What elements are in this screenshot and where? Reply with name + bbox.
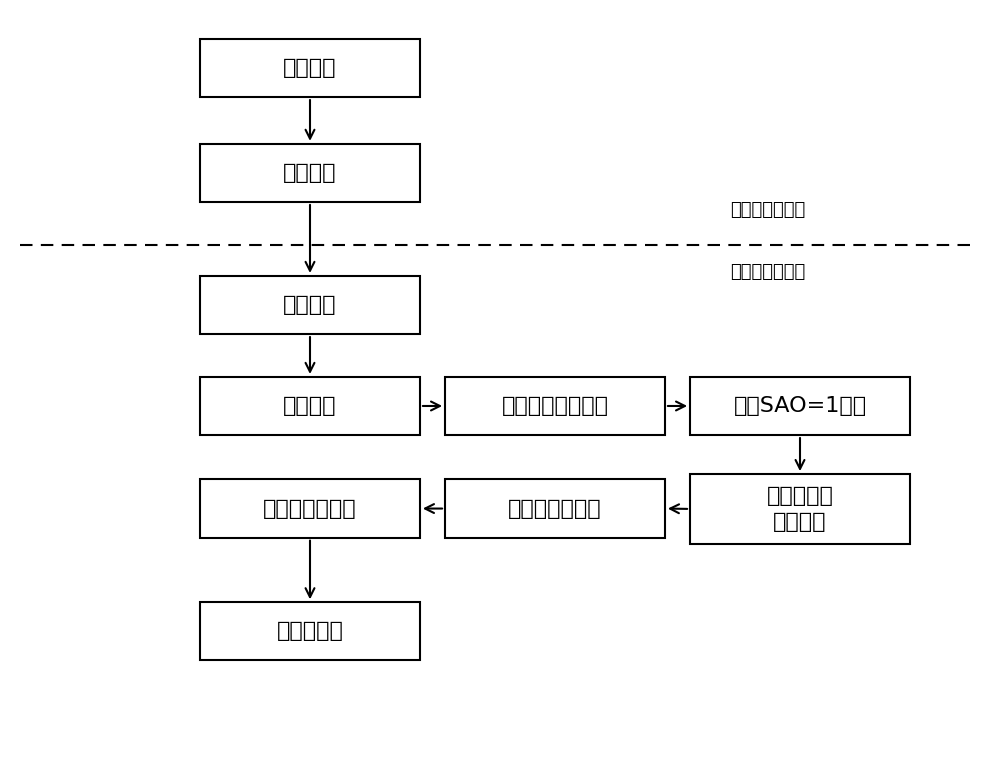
Text: 去除高人群
频率位点: 去除高人群 频率位点 xyxy=(767,486,833,532)
Bar xyxy=(690,474,910,544)
Text: 变异检出: 变异检出 xyxy=(283,295,337,315)
Text: 检测程序外完成: 检测程序外完成 xyxy=(730,200,805,219)
Bar xyxy=(690,377,910,435)
Bar xyxy=(200,602,420,660)
Text: 去除已定义背噪: 去除已定义背噪 xyxy=(263,499,357,518)
Text: 去除链偏好性位点: 去除链偏好性位点 xyxy=(502,396,608,416)
Text: 变异注释: 变异注释 xyxy=(283,396,337,416)
Text: 比对文件: 比对文件 xyxy=(283,163,337,183)
Text: 去除SAO=1位点: 去除SAO=1位点 xyxy=(733,396,867,416)
Text: 去除已定义胚系: 去除已定义胚系 xyxy=(508,499,602,518)
Bar xyxy=(445,479,665,538)
Text: 下机数据: 下机数据 xyxy=(283,58,337,78)
Bar xyxy=(445,377,665,435)
Bar xyxy=(200,377,420,435)
Text: 检测程序内完成: 检测程序内完成 xyxy=(730,263,805,281)
Bar xyxy=(200,479,420,538)
Bar xyxy=(200,39,420,97)
Bar xyxy=(200,276,420,334)
Text: 体细胞变异: 体细胞变异 xyxy=(277,622,343,641)
Bar xyxy=(200,144,420,202)
